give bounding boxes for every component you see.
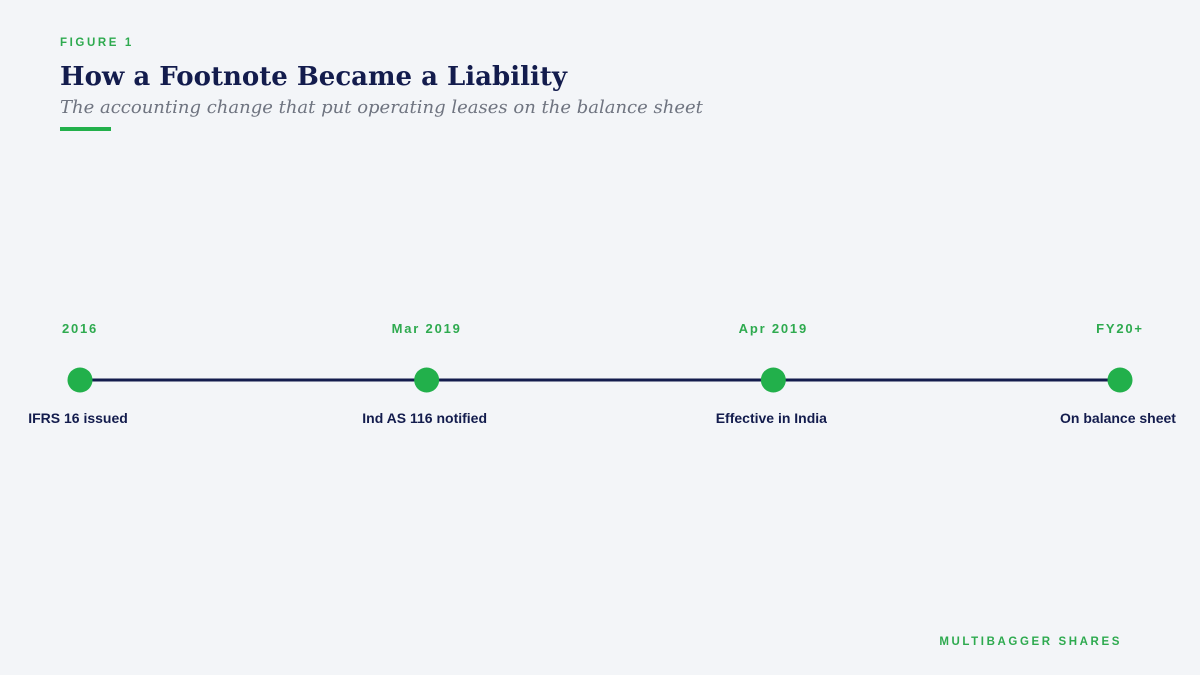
event-dot [1107, 367, 1133, 393]
accent-bar [60, 127, 111, 131]
event-label: Ind AS 116 notified [362, 410, 487, 426]
event-label: IFRS 16 issued [28, 410, 128, 426]
event-date: 2016 [62, 321, 98, 336]
figure-label: FIGURE 1 [60, 37, 134, 49]
event-date: Mar 2019 [392, 321, 462, 336]
event-label: On balance sheet [1060, 410, 1176, 426]
event-label: Effective in India [716, 410, 827, 426]
event-dot [760, 367, 786, 393]
events: 2016 IFRS 16 issued Mar 2019 Ind AS 116 not… [28, 321, 1176, 426]
event-dot [414, 367, 440, 393]
subtitle: The accounting change that put operating… [60, 97, 704, 118]
footer-brand: MULTIBAGGER SHARES [939, 636, 1122, 648]
title: How a Footnote Became a Liability [60, 62, 568, 92]
event-date: Apr 2019 [739, 321, 808, 336]
event-date: FY20+ [1096, 321, 1144, 336]
event-dot [67, 367, 93, 393]
